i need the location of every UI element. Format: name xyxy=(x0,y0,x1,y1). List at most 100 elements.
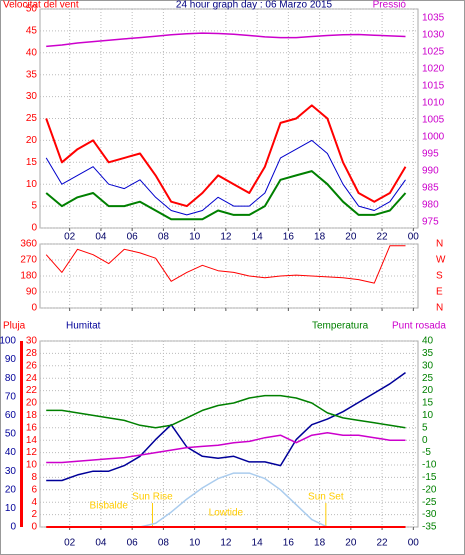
y2-tick-label: 1030 xyxy=(422,29,445,40)
x-tick-label: 10 xyxy=(189,232,201,243)
x-tick-label: 18 xyxy=(314,232,326,243)
y2-tick-label: 15 xyxy=(422,398,434,409)
legend-entry: Humitat xyxy=(66,321,101,332)
y-tick-label: 20 xyxy=(26,398,38,409)
x-tick-label: 10 xyxy=(189,538,201,549)
y2-tick-label: 980 xyxy=(422,200,439,211)
y2-tick-label: -35 xyxy=(422,522,437,533)
x-tick-label: 02 xyxy=(64,538,76,549)
y-tick-label: 6 xyxy=(31,484,37,495)
annotation: Sun Rise xyxy=(132,492,173,503)
series-line xyxy=(45,170,407,221)
y3-tick-label: 40 xyxy=(5,447,17,458)
y-tick-label: 10 xyxy=(26,179,38,190)
y3-tick-label: 70 xyxy=(5,391,17,402)
y2-tick-label: N xyxy=(436,303,443,314)
y3-tick-label: 10 xyxy=(5,503,17,514)
y2-tick-label: 995 xyxy=(422,149,439,160)
x-tick-label: 18 xyxy=(314,538,326,549)
y-tick-label: 16 xyxy=(26,422,38,433)
series-line xyxy=(45,139,406,216)
x-tick-label: 06 xyxy=(127,538,139,549)
plot-frame xyxy=(39,340,419,528)
y-tick-label: 22 xyxy=(26,385,38,396)
y2-tick-label: -5 xyxy=(422,447,431,458)
y2-tick-label: -30 xyxy=(422,509,437,520)
y-axis-label: Velocitat del vent xyxy=(3,0,79,11)
series-line xyxy=(45,245,406,284)
y2-tick-label: -15 xyxy=(422,472,437,483)
y2-tick-label: 35 xyxy=(422,348,434,359)
y-tick-label: 35 xyxy=(26,69,38,80)
series-line xyxy=(46,394,406,429)
y-tick-label: 180 xyxy=(20,271,37,282)
y-tick-label: 24 xyxy=(26,373,38,384)
y2-tick-label: 1010 xyxy=(422,97,445,108)
x-tick-label: 08 xyxy=(158,232,170,243)
y3-tick-label: 50 xyxy=(5,429,17,440)
x-tick-label: 02 xyxy=(64,232,76,243)
y2-tick-label: S xyxy=(436,271,443,282)
x-tick-label: 22 xyxy=(377,538,389,549)
series-line xyxy=(46,371,406,482)
x-tick-label: 12 xyxy=(220,232,232,243)
y2-tick-label: 5 xyxy=(422,422,428,433)
y2-tick-label: 975 xyxy=(422,217,439,228)
y-tick-label: 90 xyxy=(26,287,38,298)
annotation: Lowtide xyxy=(209,508,244,519)
x-tick-label: 16 xyxy=(283,232,295,243)
y-tick-label: 15 xyxy=(26,157,38,168)
y2-tick-label: E xyxy=(436,287,443,298)
y2-tick-label: -10 xyxy=(422,460,437,471)
y-tick-label: 30 xyxy=(26,336,38,347)
x-tick-label: 20 xyxy=(345,232,357,243)
series-line xyxy=(45,104,407,208)
y2-tick-label: -25 xyxy=(422,497,437,508)
y2-tick-label: 0 xyxy=(422,435,428,446)
legend-entry: Punt rosada xyxy=(392,321,446,332)
rain-axis-bar xyxy=(20,341,23,527)
y2-tick-label: 1035 xyxy=(422,12,445,23)
x-tick-label: 22 xyxy=(377,232,389,243)
y3-tick-label: 0 xyxy=(10,522,16,533)
y2-tick-label: 990 xyxy=(422,166,439,177)
y2-tick-label: 20 xyxy=(422,385,434,396)
y-tick-label: 2 xyxy=(31,509,37,520)
x-tick-label: 04 xyxy=(95,232,107,243)
annotation: Sun Set xyxy=(308,492,344,503)
y-tick-label: 12 xyxy=(26,447,38,458)
y-tick-label: 40 xyxy=(26,47,38,58)
y-tick-label: 25 xyxy=(26,113,38,124)
y3-tick-label: 30 xyxy=(5,466,17,477)
y-tick-label: 8 xyxy=(31,472,37,483)
annotation: Bisbalde xyxy=(90,501,129,512)
y-tick-label: 45 xyxy=(26,26,38,37)
y3-tick-label: 90 xyxy=(5,354,17,365)
x-tick-label: 08 xyxy=(158,538,170,549)
x-tick-label: 00 xyxy=(408,232,420,243)
y2-tick-label: -20 xyxy=(422,484,437,495)
y2-tick-label: 10 xyxy=(422,410,434,421)
x-tick-label: 16 xyxy=(283,538,295,549)
x-tick-label: 14 xyxy=(252,232,264,243)
y-axis-label: Pluja xyxy=(3,321,26,332)
legend-entry: Temperatura xyxy=(312,321,369,332)
y-tick-label: 30 xyxy=(26,91,38,102)
y2-tick-label: 1005 xyxy=(422,115,445,126)
y2-tick-label: N xyxy=(436,239,443,250)
chart-title: 24 hour graph day : 06 Marzo 2015 xyxy=(176,0,333,11)
y-tick-label: 50 xyxy=(26,4,38,15)
x-tick-label: 04 xyxy=(95,538,107,549)
x-tick-label: 14 xyxy=(252,538,264,549)
y-tick-label: 18 xyxy=(26,410,38,421)
y-tick-label: 5 xyxy=(31,201,37,212)
y2-tick-label: 30 xyxy=(422,360,434,371)
y-tick-label: 0 xyxy=(31,303,37,314)
x-tick-label: 06 xyxy=(127,232,139,243)
y-tick-label: 10 xyxy=(26,460,38,471)
y2-axis-label: Pressió xyxy=(373,0,407,11)
x-tick-label: 20 xyxy=(345,538,357,549)
y2-tick-label: 25 xyxy=(422,373,434,384)
y2-tick-label: 1020 xyxy=(422,63,445,74)
